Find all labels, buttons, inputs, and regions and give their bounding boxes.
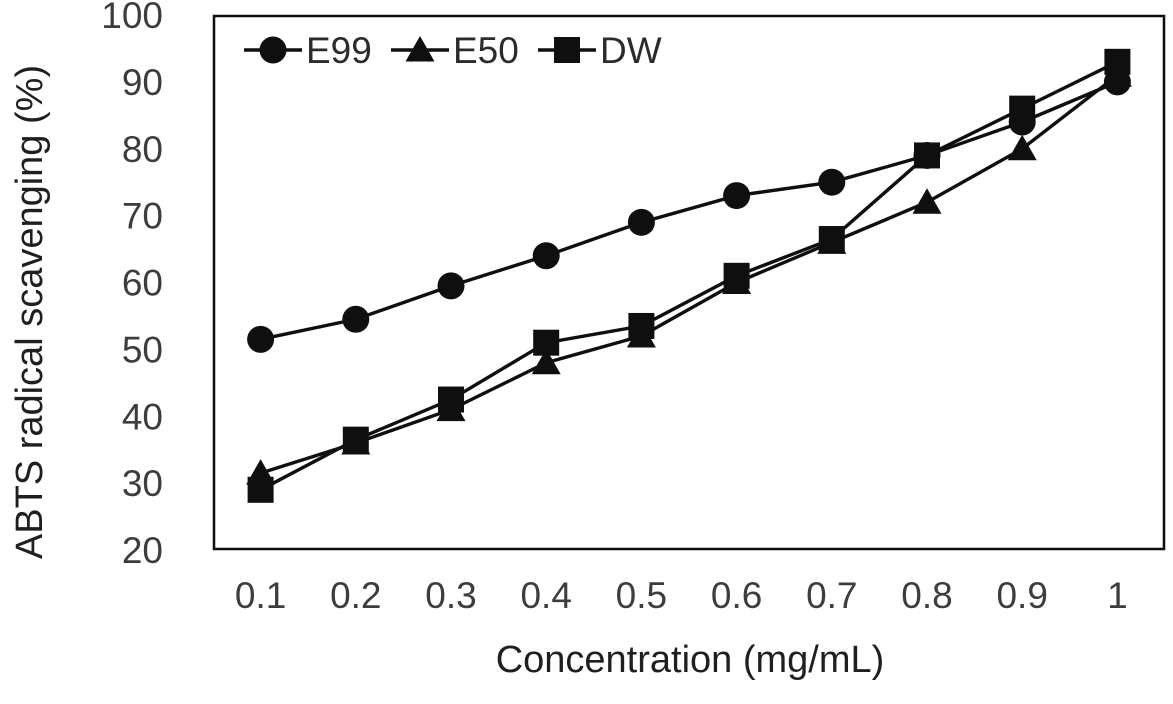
- legend-triangle-icon: [405, 36, 435, 62]
- y-tick-label: 30: [122, 463, 163, 504]
- y-tick-label: 20: [122, 530, 163, 571]
- x-axis-tick-labels: 0.1 0.2 0.3 0.4 0.5 0.6 0.7 0.8 0.9 1: [235, 575, 1128, 616]
- y-axis-title: ABTS radical scavenging (%): [9, 65, 51, 559]
- y-tick-label: 70: [122, 196, 163, 237]
- series-E50-point: [912, 188, 942, 214]
- y-tick-label: 40: [122, 396, 163, 437]
- series-E50-point: [1007, 134, 1037, 161]
- x-tick-label: 0.3: [425, 575, 476, 616]
- series-DW-point: [1104, 48, 1131, 75]
- x-tick-label: 1: [1107, 575, 1128, 616]
- y-tick-label: 80: [122, 129, 163, 170]
- series-E50-point: [531, 348, 561, 375]
- legend-label: E50: [453, 30, 519, 71]
- series-E99-point: [532, 242, 560, 270]
- series-DW-point: [1009, 95, 1036, 122]
- x-tick-label: 0.1: [235, 575, 286, 616]
- series-E99-point: [247, 325, 275, 353]
- legend-label: E99: [306, 30, 372, 71]
- series-DW-point: [914, 142, 940, 169]
- x-tick-label: 0.6: [711, 575, 762, 616]
- x-tick-label: 0.9: [996, 575, 1047, 616]
- series-E99-point: [342, 305, 370, 333]
- x-tick-label: 0.8: [901, 575, 952, 616]
- x-axis-title: Concentration (mg/mL): [496, 639, 885, 681]
- x-tick-label: 0.4: [520, 575, 571, 616]
- y-tick-label: 90: [122, 62, 163, 103]
- series-E99-point: [818, 168, 846, 196]
- series-E99-line: [260, 80, 1119, 342]
- legend-circle-icon: [259, 36, 287, 64]
- series-E50-line: [260, 73, 1119, 475]
- series-DW-point: [533, 329, 560, 356]
- legend-label: DW: [600, 30, 662, 71]
- x-tick-label: 0.2: [330, 575, 381, 616]
- legend: E99 E50 DW: [244, 30, 662, 71]
- legend-square-icon: [554, 37, 580, 63]
- x-tick-label: 0.7: [806, 575, 857, 616]
- data-series: [246, 48, 1132, 503]
- series-E99-point: [723, 182, 751, 210]
- series-DW-point: [818, 226, 845, 253]
- y-axis-tick-labels: 20 30 40 50 60 70 80 90 100: [101, 0, 163, 571]
- series-DW-point: [438, 386, 464, 413]
- legend-item-E99: E99: [244, 30, 372, 71]
- plot-area-border: [212, 14, 1166, 551]
- series-DW-point: [723, 262, 750, 289]
- series-DW-point: [342, 426, 369, 453]
- x-tick-label: 0.5: [616, 575, 667, 616]
- legend-item-E50: E50: [391, 30, 519, 71]
- series-DW-point: [628, 312, 655, 339]
- series-DW-line: [259, 60, 1119, 492]
- series-E99-point: [437, 272, 465, 300]
- y-tick-label: 60: [122, 263, 163, 304]
- series-DW-point: [247, 476, 274, 503]
- legend-item-DW: DW: [538, 30, 662, 71]
- y-tick-label: 100: [101, 0, 163, 36]
- series-E99-point: [627, 208, 655, 236]
- y-tick-label: 50: [122, 329, 163, 370]
